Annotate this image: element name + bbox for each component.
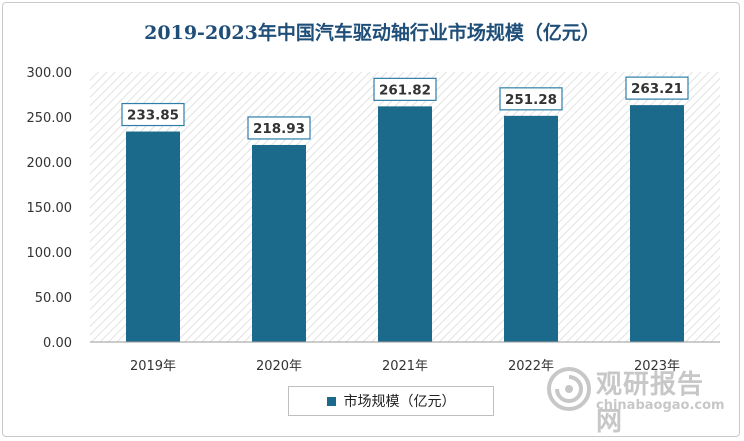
bar bbox=[126, 131, 180, 342]
legend-swatch bbox=[326, 396, 336, 406]
data-label: 218.93 bbox=[253, 121, 305, 137]
y-tick-label: 0.00 bbox=[43, 336, 72, 351]
x-tick-label: 2020年 bbox=[256, 359, 302, 374]
data-label: 233.85 bbox=[127, 108, 179, 124]
y-tick-label: 100.00 bbox=[27, 246, 73, 261]
data-label-box bbox=[499, 87, 563, 111]
y-tick-label: 300.00 bbox=[27, 66, 73, 81]
y-tick-label: 200.00 bbox=[27, 156, 73, 171]
x-tick-label: 2019年 bbox=[130, 359, 176, 374]
y-axis: 0.00 50.00 100.00 150.00 200.00 250.00 300.00 bbox=[27, 66, 73, 351]
bar bbox=[252, 144, 306, 342]
bar bbox=[504, 115, 558, 343]
x-tick-label: 2022年 bbox=[508, 359, 554, 374]
x-axis: 2019年 2020年 2021年 2022年 2023年 bbox=[90, 341, 720, 374]
y-tick-label: 50.00 bbox=[35, 291, 72, 306]
bar bbox=[378, 106, 432, 342]
x-tick-label: 2021年 bbox=[382, 359, 428, 374]
data-label: 261.82 bbox=[379, 82, 431, 98]
data-label-box bbox=[373, 77, 437, 101]
data-label-box bbox=[625, 76, 689, 100]
chart-title: 2019-2023年中国汽车驱动轴行业市场规模（亿元） bbox=[144, 22, 600, 44]
data-label: 263.21 bbox=[631, 81, 683, 97]
watermark-name-cn: 观研报告网 bbox=[596, 370, 705, 437]
spiral-logo-icon bbox=[547, 367, 591, 411]
watermark-name-en: chinabaogao.com bbox=[596, 398, 725, 413]
y-tick-label: 150.00 bbox=[27, 201, 73, 216]
legend-label: 市场规模（亿元） bbox=[343, 394, 456, 410]
legend: 市场规模（亿元） bbox=[288, 386, 494, 416]
x-tick-label: 2023年 bbox=[634, 359, 680, 374]
data-label: 251.28 bbox=[505, 92, 557, 108]
bars bbox=[126, 105, 684, 343]
y-tick-label: 250.00 bbox=[27, 111, 73, 126]
data-label-box bbox=[121, 102, 185, 127]
data-labels: 233.85 218.93 261.82 251.28 263.21 bbox=[121, 76, 689, 140]
watermark: 观研报告网 chinabaogao.com bbox=[540, 360, 730, 437]
bar bbox=[630, 105, 684, 343]
data-label-box bbox=[247, 116, 311, 140]
